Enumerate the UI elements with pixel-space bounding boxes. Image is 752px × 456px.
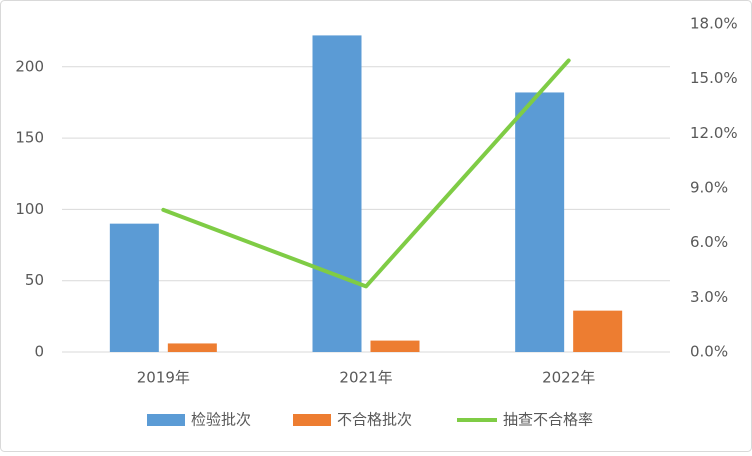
bar — [515, 92, 565, 352]
legend-label: 检验批次 — [191, 411, 251, 429]
legend-label: 不合格批次 — [337, 411, 412, 429]
legend-swatch — [147, 414, 185, 426]
y2-tick-label: 12.0% — [690, 124, 738, 142]
y-tick-label: 100 — [15, 200, 44, 218]
y2-tick-label: 9.0% — [690, 179, 728, 197]
bar — [167, 343, 217, 352]
x-tick-label: 2019年 — [137, 369, 190, 387]
y2-tick-label: 18.0% — [690, 15, 738, 33]
bar — [573, 310, 623, 352]
y2-tick-label: 6.0% — [690, 233, 728, 251]
legend-swatch — [293, 414, 331, 426]
legend-label: 抽查不合格率 — [503, 411, 593, 429]
bar — [370, 340, 420, 352]
y2-tick-label: 3.0% — [690, 288, 728, 306]
y-tick-label: 150 — [15, 129, 44, 147]
bar — [109, 223, 159, 352]
y2-tick-label: 0.0% — [690, 343, 728, 361]
line — [161, 58, 571, 289]
bar — [312, 35, 362, 353]
y2-tick-label: 15.0% — [690, 69, 738, 87]
y-tick-label: 0 — [34, 343, 44, 361]
y-tick-label: 50 — [25, 271, 44, 289]
y-tick-label: 200 — [15, 57, 44, 75]
x-tick-label: 2022年 — [542, 369, 595, 387]
x-tick-label: 2021年 — [339, 369, 392, 387]
